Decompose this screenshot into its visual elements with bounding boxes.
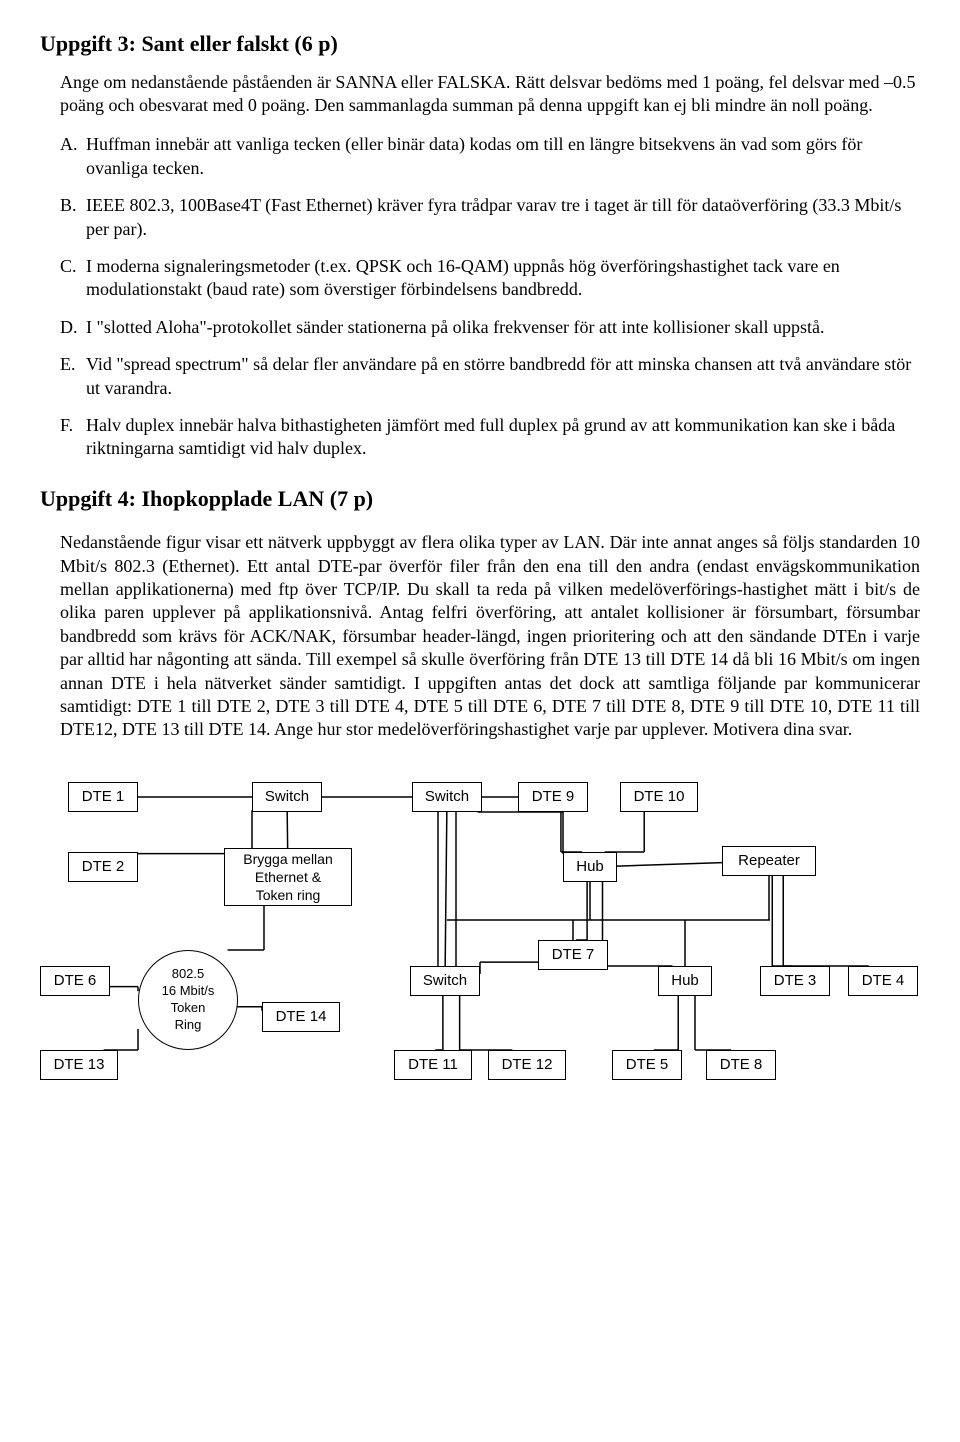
item-marker: E.: [60, 353, 86, 400]
diagram-node-hub2: Hub: [658, 966, 712, 996]
diagram-node-sw1: Switch: [252, 782, 322, 812]
u3-item: C.I moderna signaleringsmetoder (t.ex. Q…: [60, 255, 920, 302]
diagram-node-dte9: DTE 9: [518, 782, 588, 812]
diagram-node-dte13: DTE 13: [40, 1050, 118, 1080]
u3-item: F.Halv duplex innebär halva bithastighet…: [60, 414, 920, 461]
diagram-node-dte5: DTE 5: [612, 1050, 682, 1080]
u3-item-list: A.Huffman innebär att vanliga tecken (el…: [40, 133, 920, 460]
item-body: IEEE 802.3, 100Base4T (Fast Ethernet) kr…: [86, 194, 920, 241]
item-body: I "slotted Aloha"-protokollet sänder sta…: [86, 316, 920, 339]
u3-item: D.I "slotted Aloha"-protokollet sänder s…: [60, 316, 920, 339]
item-marker: F.: [60, 414, 86, 461]
item-body: I moderna signaleringsmetoder (t.ex. QPS…: [86, 255, 920, 302]
diagram-node-dte10: DTE 10: [620, 782, 698, 812]
diagram-node-dte12: DTE 12: [488, 1050, 566, 1080]
item-marker: C.: [60, 255, 86, 302]
diagram-node-dte1: DTE 1: [68, 782, 138, 812]
u3-item: A.Huffman innebär att vanliga tecken (el…: [60, 133, 920, 180]
diagram-node-dte4: DTE 4: [848, 966, 918, 996]
diagram-node-dte14: DTE 14: [262, 1002, 340, 1032]
diagram-node-dte3: DTE 3: [760, 966, 830, 996]
diagram-node-sw3: Switch: [410, 966, 480, 996]
diagram-node-dte2: DTE 2: [68, 852, 138, 882]
item-body: Vid "spread spectrum" så delar fler anvä…: [86, 353, 920, 400]
diagram-node-dte7: DTE 7: [538, 940, 608, 970]
u3-item: B.IEEE 802.3, 100Base4T (Fast Ethernet) …: [60, 194, 920, 241]
diagram-node-dte8: DTE 8: [706, 1050, 776, 1080]
u4-text: Nedanstående figur visar ett nätverk upp…: [40, 531, 920, 742]
u4-title: Uppgift 4: Ihopkopplade LAN (7 p): [40, 485, 920, 514]
diagram-node-rep: Repeater: [722, 846, 816, 876]
item-marker: B.: [60, 194, 86, 241]
diagram-node-dte11: DTE 11: [394, 1050, 472, 1080]
diagram-node-sw2: Switch: [412, 782, 482, 812]
network-diagram: DTE 1 Switch Switch DTE 9 DTE 10 DTE 2 Brygga …: [40, 770, 920, 1100]
item-marker: D.: [60, 316, 86, 339]
u3-title: Uppgift 3: Sant eller falskt (6 p): [40, 30, 920, 59]
item-body: Halv duplex innebär halva bithastigheten…: [86, 414, 920, 461]
diagram-node-hub1: Hub: [563, 852, 617, 882]
diagram-node-ring: 802.5 16 Mbit/s Token Ring: [138, 950, 238, 1050]
item-body: Huffman innebär att vanliga tecken (elle…: [86, 133, 920, 180]
u3-item: E.Vid "spread spectrum" så delar fler an…: [60, 353, 920, 400]
u3-intro: Ange om nedanstående påståenden är SANNA…: [40, 71, 920, 118]
diagram-node-dte6: DTE 6: [40, 966, 110, 996]
diagram-node-bridge: Brygga mellan Ethernet & Token ring: [224, 848, 352, 906]
item-marker: A.: [60, 133, 86, 180]
